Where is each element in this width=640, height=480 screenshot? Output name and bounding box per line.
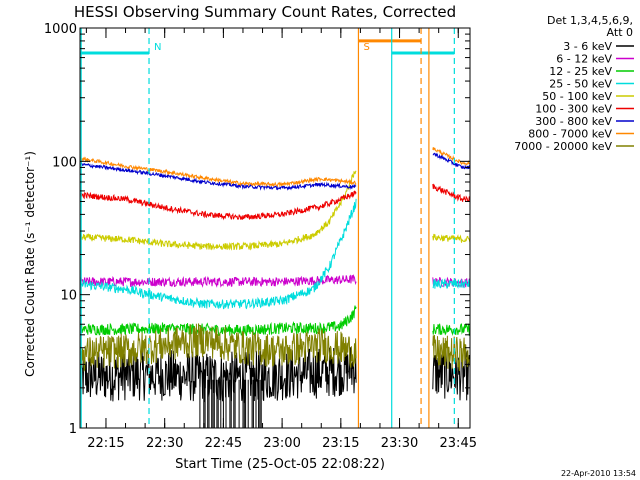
- legend-title-line-1: Det 1,3,4,5,6,9,: [547, 14, 633, 27]
- y-tick-label-1: 1: [69, 422, 77, 437]
- series-line-2-seg-1: [79, 274, 357, 288]
- series-1-dropouts: [199, 379, 262, 428]
- legend-label-2: 6 - 12 keV: [556, 53, 612, 66]
- legend-label-6: 100 - 300 keV: [535, 103, 612, 116]
- series-line-1-seg-2: [432, 347, 471, 401]
- x-tick-label-2: 22:30: [146, 436, 183, 451]
- legend-label-1: 3 - 6 keV: [563, 40, 612, 53]
- legend-label-5: 50 - 100 keV: [542, 90, 612, 103]
- x-tick-label-4: 23:00: [263, 436, 300, 451]
- series-line-9-seg-1: [79, 323, 357, 373]
- x-tick-label-5: 23:15: [322, 436, 359, 451]
- legend-label-9: 7000 - 20000 keV: [514, 140, 612, 153]
- legend-title-line-2: Att 0: [607, 26, 633, 39]
- plot-border: [79, 27, 471, 429]
- series-line-8-seg-2: [432, 147, 471, 166]
- series-line-3-seg-2: [432, 322, 471, 337]
- x-tick-label-3: 22:45: [205, 436, 242, 451]
- chart-title: HESSI Observing Summary Count Rates, Cor…: [74, 3, 456, 21]
- series-line-9-seg-2: [432, 334, 471, 372]
- y-tick-label-4: 1000: [44, 22, 77, 37]
- series-line-5-seg-2: [432, 233, 471, 243]
- legend-label-3: 12 - 25 keV: [549, 65, 612, 78]
- x-tick-label-6: 23:30: [381, 436, 418, 451]
- series-line-4-seg-1: [79, 198, 357, 310]
- flag-label-5: S: [363, 42, 369, 53]
- y-axis-label: Corrected Count Rate (s⁻¹ detector⁻¹): [23, 151, 37, 377]
- x-axis: 22:15 22:30 22:45 23:00 23:15 23:30 23:45: [85, 28, 477, 451]
- series-line-7-seg-1: [79, 162, 357, 191]
- series-line-3-seg-1: [79, 305, 357, 337]
- x-tick-label-7: 23:45: [440, 436, 477, 451]
- plot-frame: [79, 27, 471, 429]
- series-line-4-seg-2: [432, 277, 471, 289]
- series-line-5-seg-1: [79, 170, 357, 251]
- x-axis-label: Start Time (25-Oct-05 22:08:22): [175, 457, 385, 472]
- y-tick-label-3: 100: [52, 155, 77, 170]
- flag-label-2: N: [154, 42, 161, 53]
- series-line-7-seg-2: [432, 152, 471, 170]
- legend-label-8: 800 - 7000 keV: [528, 128, 612, 141]
- legend-label-7: 300 - 800 keV: [535, 115, 612, 128]
- y-axis: 1 10 100 1000: [44, 22, 470, 437]
- series-line-8-seg-1: [79, 156, 357, 188]
- x-tick-label-1: 22:15: [87, 436, 124, 451]
- series-line-6-seg-2: [432, 183, 471, 203]
- y-tick-label-2: 10: [60, 289, 77, 304]
- series-line-6-seg-1: [79, 190, 357, 221]
- date-stamp: 22-Apr-2010 13:54: [561, 469, 636, 478]
- legend-label-4: 25 - 50 keV: [549, 78, 612, 91]
